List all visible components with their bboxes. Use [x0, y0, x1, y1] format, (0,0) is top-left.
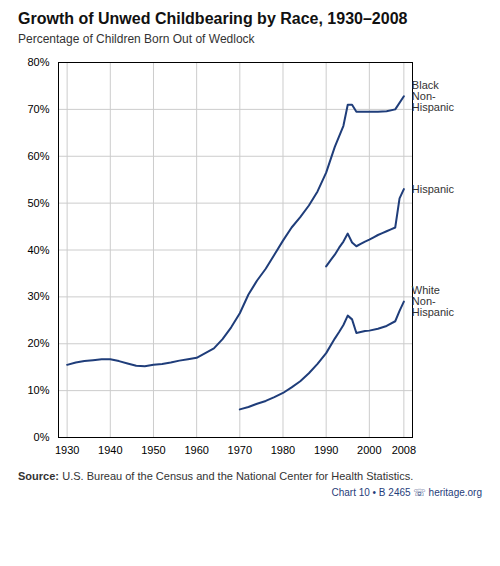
svg-text:1960: 1960	[184, 444, 208, 456]
svg-text:Hispanic: Hispanic	[412, 183, 455, 195]
html-text:Percentage of Children Born Ou: Percentage of Children Born Out of Wedlo…	[18, 32, 255, 46]
svg-text:30%: 30%	[27, 290, 49, 302]
svg-text:1970: 1970	[228, 444, 252, 456]
html-text:Source: U.S. Bureau of the Cen: Source: U.S. Bureau of the Census and th…	[18, 470, 414, 482]
svg-text:1940: 1940	[98, 444, 122, 456]
svg-text:80%: 80%	[27, 56, 49, 68]
html-text:Chart 10 • B 2465 ☏ heritage.o: Chart 10 • B 2465 ☏ heritage.org	[331, 487, 482, 499]
svg-text:40%: 40%	[27, 244, 49, 256]
svg-text:60%: 60%	[27, 150, 49, 162]
svg-text:50%: 50%	[27, 197, 49, 209]
svg-text:1980: 1980	[271, 444, 295, 456]
html-text:Growth of Unwed Childbearing b: Growth of Unwed Childbearing by Race, 19…	[18, 10, 408, 27]
svg-text:WhiteNon-Hispanic: WhiteNon-Hispanic	[412, 284, 455, 318]
svg-text:2008: 2008	[392, 444, 416, 456]
svg-text:0%: 0%	[34, 431, 50, 443]
svg-text:1930: 1930	[55, 444, 79, 456]
svg-text:20%: 20%	[27, 337, 49, 349]
svg-text:BlackNon-Hispanic: BlackNon-Hispanic	[412, 79, 455, 113]
svg-text:70%: 70%	[27, 103, 49, 115]
svg-text:2000: 2000	[357, 444, 381, 456]
svg-text:1990: 1990	[314, 444, 338, 456]
svg-text:1950: 1950	[141, 444, 165, 456]
svg-text:10%: 10%	[27, 384, 49, 396]
